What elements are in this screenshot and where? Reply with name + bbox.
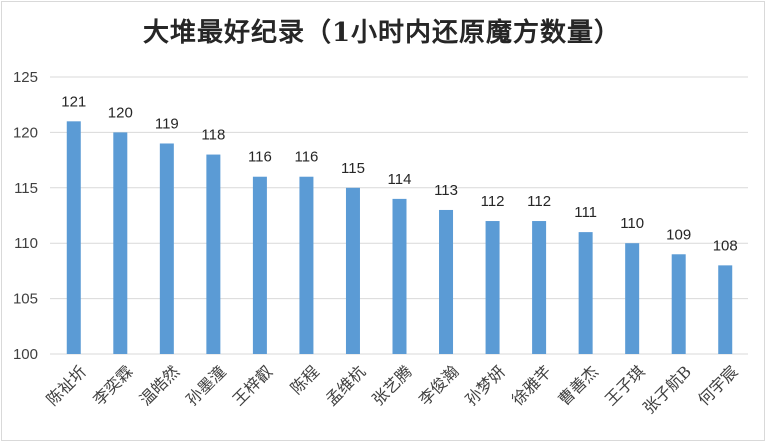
bar <box>159 143 174 354</box>
category-label: 王梓叡 <box>229 362 276 409</box>
bar <box>252 176 267 354</box>
data-label: 116 <box>294 149 318 166</box>
data-label: 112 <box>481 193 505 210</box>
bar <box>485 221 500 354</box>
data-label: 113 <box>434 182 458 199</box>
bar <box>532 221 547 354</box>
data-label: 116 <box>248 149 272 166</box>
category-label: 李俊瀚 <box>415 362 462 409</box>
bar <box>671 254 686 354</box>
category-label: 曹善杰 <box>555 362 602 409</box>
bar <box>578 232 593 354</box>
chart-title: 大堆最好纪录（1小时内还原魔方数量） <box>142 18 622 48</box>
data-label: 121 <box>61 93 86 110</box>
data-label: 115 <box>341 160 365 177</box>
category-label: 张子航B <box>639 362 695 418</box>
y-tick-label: 115 <box>14 180 38 197</box>
bar <box>625 243 640 354</box>
category-label: 张艺腾 <box>368 362 415 409</box>
bar <box>345 187 360 354</box>
y-tick-label: 100 <box>13 346 38 363</box>
y-tick-label: 125 <box>13 69 38 86</box>
bar <box>718 265 733 354</box>
bar <box>439 209 454 354</box>
bar <box>66 121 81 354</box>
y-tick-label: 105 <box>13 291 38 308</box>
category-label: 孙梦妍 <box>461 362 508 409</box>
data-label: 110 <box>620 215 644 232</box>
data-label: 114 <box>388 171 412 188</box>
bar <box>299 176 314 354</box>
y-tick-label: 120 <box>13 124 38 141</box>
data-label: 109 <box>666 226 691 243</box>
category-label: 徐雅芊 <box>508 362 555 409</box>
category-label: 李奕霖 <box>89 362 136 409</box>
data-label: 112 <box>527 193 551 210</box>
data-label: 120 <box>108 104 133 121</box>
data-label: 118 <box>201 127 225 144</box>
category-label: 何宇宸 <box>694 362 741 409</box>
data-label: 108 <box>713 237 738 254</box>
category-label: 陈程 <box>287 362 323 398</box>
data-label: 111 <box>574 204 597 221</box>
category-label: 孙墨潼 <box>182 362 229 409</box>
data-label: 119 <box>155 115 179 132</box>
bar <box>113 132 128 354</box>
y-tick-label: 110 <box>14 235 38 252</box>
category-label: 温皓然 <box>136 362 183 409</box>
category-label: 孟维杭 <box>322 362 369 409</box>
bar <box>392 198 407 354</box>
category-label: 陈祉圻 <box>43 362 90 409</box>
bar <box>206 154 221 354</box>
